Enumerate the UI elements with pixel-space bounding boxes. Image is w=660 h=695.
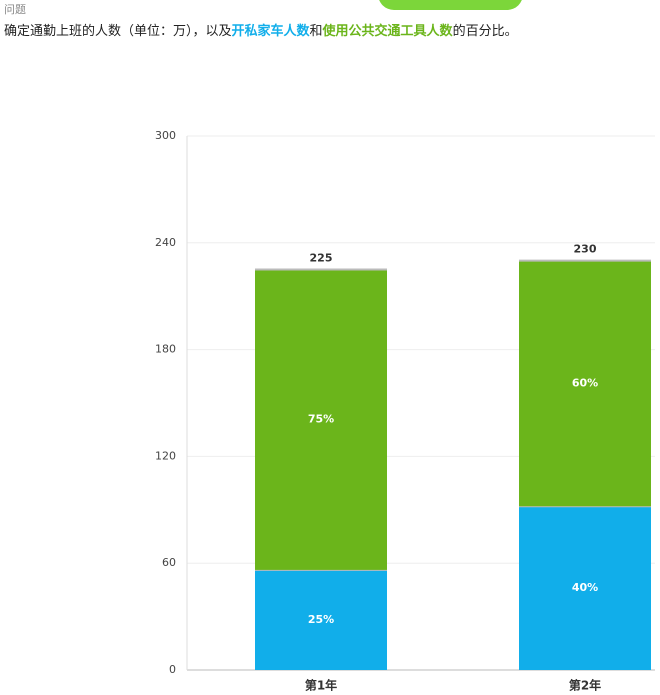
bar-segment	[519, 506, 651, 670]
question-highlight: 开私家车人数	[231, 24, 310, 39]
value-label: 25%	[308, 613, 334, 626]
y-tick-label: 240	[155, 236, 176, 249]
value-label: 75%	[308, 413, 334, 426]
total-label: 225	[310, 252, 333, 265]
question-highlight: 使用公共交通工具人数	[322, 24, 453, 39]
value-label: 40%	[572, 581, 598, 594]
bar-segment	[519, 260, 651, 507]
question: 确定通勤上班的人数（单位：万），以及开私家车人数和使用公共交通工具人数的百分比。	[4, 20, 518, 39]
bar-segment	[255, 269, 387, 570]
question-text: 和	[309, 24, 323, 39]
y-tick-label: 0	[169, 663, 176, 676]
bar-segment	[255, 569, 387, 670]
timer-pill	[378, 0, 523, 10]
value-label: 60%	[572, 376, 598, 389]
y-tick-label: 300	[155, 129, 176, 142]
x-tick-label: 第2年	[569, 678, 601, 693]
question-text: 的百分比。	[452, 24, 518, 39]
question-text: 确定通勤上班的人数（单位：万），以及	[4, 24, 232, 39]
y-tick-label: 60	[162, 556, 176, 569]
total-label: 230	[574, 243, 597, 256]
y-tick-label: 180	[155, 343, 176, 356]
x-tick-label: 第1年	[305, 678, 337, 693]
y-tick-label: 120	[155, 449, 176, 462]
question-label: 问题	[4, 3, 26, 16]
